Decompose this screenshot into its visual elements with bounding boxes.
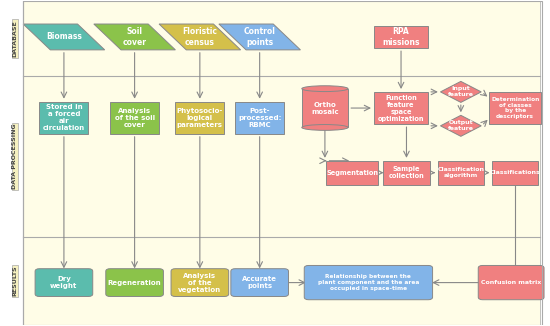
Ellipse shape — [302, 125, 348, 130]
Ellipse shape — [302, 86, 348, 92]
Text: Regeneration: Regeneration — [108, 280, 161, 286]
Text: Control
points: Control points — [244, 27, 276, 47]
Text: Analysis
of the
vegetation: Analysis of the vegetation — [178, 273, 222, 293]
Text: Output
feature: Output feature — [448, 120, 474, 131]
Text: Function
feature
space
optimization: Function feature space optimization — [378, 95, 424, 122]
FancyBboxPatch shape — [35, 269, 93, 296]
FancyBboxPatch shape — [326, 161, 378, 185]
Text: DATA PROCESSING: DATA PROCESSING — [13, 124, 18, 189]
FancyBboxPatch shape — [175, 102, 224, 134]
Polygon shape — [23, 24, 104, 50]
FancyBboxPatch shape — [302, 89, 348, 127]
Text: Post-
processed:
RBMC: Post- processed: RBMC — [238, 108, 282, 128]
Text: Classifications: Classifications — [490, 170, 541, 175]
Text: Confusion matrix: Confusion matrix — [481, 280, 541, 285]
Text: DATABASE: DATABASE — [13, 20, 18, 57]
Text: Soil
cover: Soil cover — [123, 27, 147, 47]
FancyBboxPatch shape — [171, 269, 229, 296]
Text: Ortho
mosaic: Ortho mosaic — [311, 102, 339, 114]
Text: Dry
weight: Dry weight — [50, 276, 78, 289]
FancyBboxPatch shape — [383, 161, 430, 185]
Text: Relationship between the
plant component and the area
occupied in space-time: Relationship between the plant component… — [318, 274, 419, 291]
Text: Determination
of classes
by the
descriptors: Determination of classes by the descript… — [491, 97, 540, 119]
Polygon shape — [219, 24, 300, 50]
Text: Stored in
a forced
air
circulation: Stored in a forced air circulation — [43, 104, 85, 131]
FancyBboxPatch shape — [106, 269, 163, 296]
FancyBboxPatch shape — [492, 161, 538, 185]
FancyBboxPatch shape — [110, 102, 159, 134]
Polygon shape — [441, 115, 481, 136]
FancyBboxPatch shape — [235, 102, 284, 134]
FancyBboxPatch shape — [40, 102, 89, 134]
Text: Input
feature: Input feature — [448, 86, 474, 97]
Text: Analysis
of the soil
cover: Analysis of the soil cover — [114, 108, 155, 128]
FancyBboxPatch shape — [374, 26, 428, 48]
FancyBboxPatch shape — [438, 161, 484, 185]
FancyBboxPatch shape — [304, 265, 432, 300]
Polygon shape — [94, 24, 175, 50]
FancyBboxPatch shape — [478, 265, 544, 300]
Text: RPA
missions: RPA missions — [382, 27, 420, 47]
Text: Sample
collection: Sample collection — [389, 166, 425, 179]
Polygon shape — [441, 82, 481, 102]
FancyBboxPatch shape — [23, 76, 540, 237]
FancyBboxPatch shape — [374, 92, 428, 124]
Polygon shape — [159, 24, 241, 50]
FancyBboxPatch shape — [23, 1, 540, 76]
Text: Phytosocio-
logical
parameters: Phytosocio- logical parameters — [177, 108, 223, 128]
Text: Floristic
census: Floristic census — [183, 27, 217, 47]
Text: RESULTS: RESULTS — [13, 266, 18, 296]
FancyBboxPatch shape — [231, 269, 289, 296]
Text: Segmentation: Segmentation — [326, 170, 378, 176]
Text: Accurate
points: Accurate points — [242, 276, 277, 289]
Text: Biomass: Biomass — [46, 33, 82, 41]
FancyBboxPatch shape — [490, 92, 541, 124]
FancyBboxPatch shape — [23, 237, 540, 325]
Text: Classification
algorithm: Classification algorithm — [437, 167, 485, 178]
